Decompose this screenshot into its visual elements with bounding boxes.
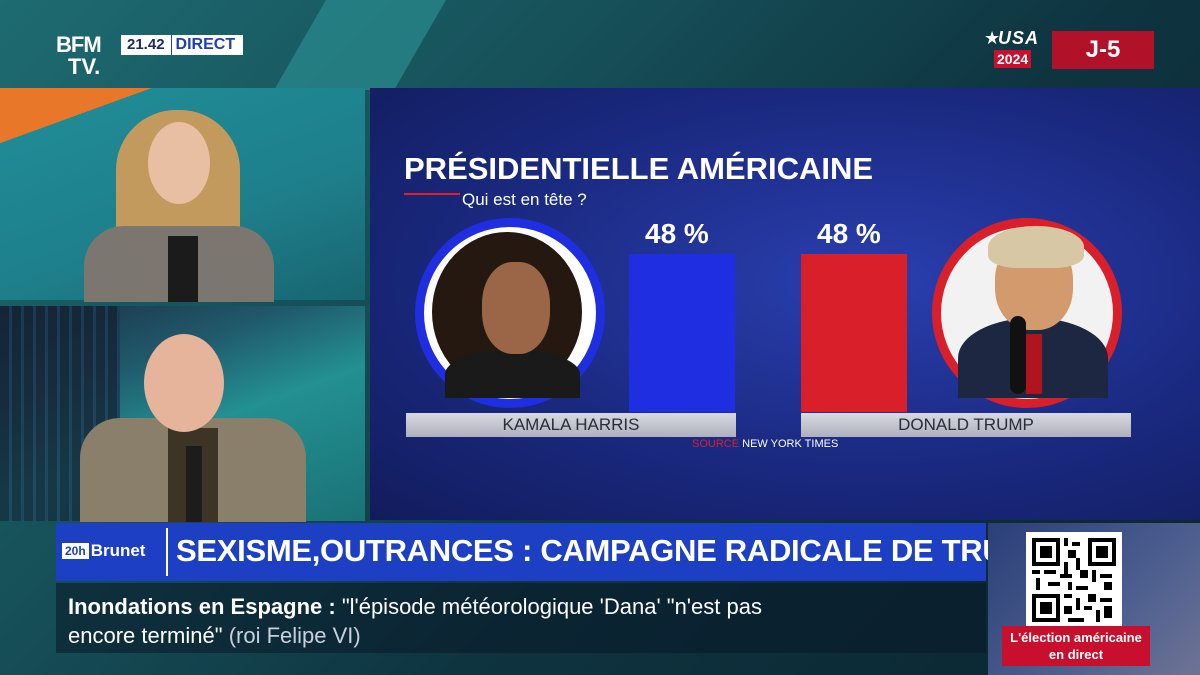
source-credit: SOURCE NEW YORK TIMES	[692, 438, 838, 450]
ticker-quote-part1: "l'épisode météorologique 'Dana' "n'est …	[341, 594, 762, 619]
promo-label[interactable]: L'élection américaine en direct	[1002, 626, 1150, 666]
usa-word: USA	[998, 28, 1040, 48]
lower-third-bar	[56, 523, 986, 581]
graphic-title: PRÉSIDENTIELLE AMÉRICAINE	[404, 151, 874, 186]
ticker-attribution: (roi Felipe VI)	[228, 623, 361, 648]
countdown-badge: J-5	[1052, 31, 1154, 69]
category-label-harris: KAMALA HARRIS	[406, 413, 736, 437]
qr-code-icon[interactable]	[1026, 532, 1122, 628]
ticker-quote-part2: encore terminé"	[68, 623, 223, 648]
microphone-icon	[1010, 316, 1026, 394]
channel-logo-line2: TV.	[68, 54, 101, 79]
graphic-subtitle: Qui est en tête ?	[462, 190, 587, 209]
usa-2024-badge: ★ USA 2024	[984, 28, 1050, 70]
trump-portrait-hair	[988, 226, 1084, 268]
usa-year: 2024	[994, 50, 1032, 68]
bar-harris	[629, 254, 735, 412]
value-label-harris: 48 %	[645, 218, 709, 249]
guest-man-face	[144, 334, 224, 432]
show-name: Brunet	[90, 541, 146, 560]
guest-man-tie	[186, 446, 202, 522]
title-accent-rule	[404, 193, 460, 195]
show-logo: 20h Brunet	[62, 540, 145, 562]
ticker-line-1: Inondations en Espagne : "l'épisode mété…	[68, 594, 762, 620]
channel-logo: BFM TV.	[56, 34, 116, 82]
clock-time: 21.42	[121, 35, 171, 55]
category-label-trump: DONALD TRUMP	[801, 413, 1131, 437]
harris-portrait-face	[482, 262, 550, 354]
trump-portrait-tie	[1026, 334, 1042, 394]
source-value: NEW YORK TIMES	[742, 438, 839, 450]
bar-trump	[801, 254, 907, 412]
star-icon: ★	[984, 28, 1001, 48]
harris-portrait-body	[445, 350, 580, 398]
lower-third-divider	[166, 528, 168, 576]
news-ticker	[56, 583, 986, 653]
guest-woman-shirt	[168, 236, 198, 302]
live-label: DIRECT	[170, 35, 244, 55]
ticker-line-2: encore terminé" (roi Felipe VI)	[68, 623, 361, 649]
value-label-trump: 48 %	[817, 218, 881, 249]
qr-code-graphic	[1032, 538, 1116, 622]
channel-logo-line1: BFM	[56, 32, 102, 57]
clock-live-badge: 21.42 DIRECT	[121, 35, 244, 55]
source-label: SOURCE	[692, 438, 740, 450]
headline: SEXISME,OUTRANCES : CAMPAGNE RADICALE DE…	[176, 533, 1051, 568]
guest-woman-face	[148, 122, 210, 204]
show-number: 20h	[62, 543, 89, 559]
ticker-topic: Inondations en Espagne :	[68, 594, 336, 619]
